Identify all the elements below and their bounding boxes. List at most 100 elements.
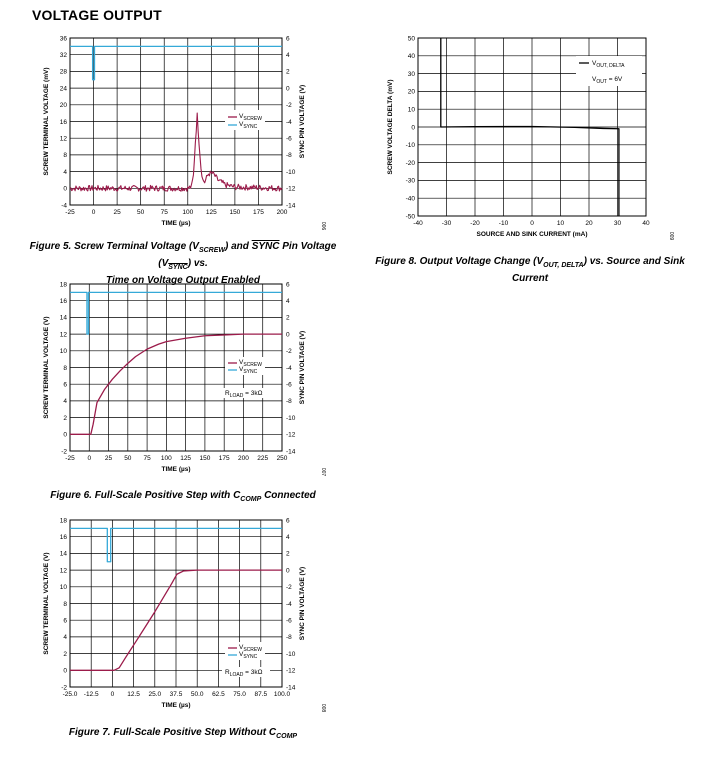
fig8-xtick-label: 10	[557, 220, 565, 227]
fig5-xtick-label: 25	[113, 209, 121, 216]
fig8-x-axis-title: SOURCE AND SINK CURRENT (mA)	[477, 231, 588, 238]
fig6-y2tick-label: 6	[286, 281, 290, 288]
fig5-y2tick-label: -10	[286, 169, 296, 176]
fig7-xtick-label: 87.5	[254, 691, 267, 698]
fig6-xtick-label: 125	[180, 455, 191, 462]
fig7-x-axis-title: TIME (µs)	[161, 702, 190, 709]
fig6-y2tick-label: -14	[286, 448, 296, 455]
fig8-ytick-label: 40	[408, 53, 416, 60]
fig5-legend-vscrew-label: VSCREW	[239, 113, 262, 122]
figure-7-chart: -25.0 -12.5 0 12.5 25.0 37.5 50.0 62.5 75.0 87.5 1…	[43, 517, 326, 713]
fig8-ytick-label: 30	[408, 71, 416, 78]
figure-5-caption: Figure 5. Screw Terminal Voltage (VSCREW…	[29, 241, 337, 286]
fig7-xtick-label: 100.0	[274, 691, 291, 698]
fig8-xtick-label: -10	[499, 220, 509, 227]
fig5-x-axis-title: TIME (µs)	[161, 220, 190, 227]
fig7-legend-vscrew-label: VSCREW	[239, 644, 262, 653]
fig5-xtick-label: 125	[206, 209, 217, 216]
fig5-y2tick-label: -14	[286, 202, 296, 209]
fig5-xtick-label: 150	[229, 209, 240, 216]
fig8-ytick-label: -10	[406, 142, 416, 149]
fig8-xtick-label: -40	[413, 220, 423, 227]
fig7-xtick-label: 62.5	[212, 691, 225, 698]
fig5-xtick-label: -25	[65, 209, 75, 216]
fig6-y2tick-label: -4	[286, 365, 292, 372]
fig6-y2tick-label: 4	[286, 298, 290, 305]
fig5-ytick-label: 16	[60, 119, 68, 126]
fig7-ytick-label: 2	[63, 651, 67, 658]
fig7-xtick-label: -12.5	[84, 691, 99, 698]
figure-7-caption: Figure 7. Full-Scale Positive Step Witho…	[68, 727, 298, 740]
fig6-ytick-label: 4	[63, 398, 67, 405]
fig5-ytick-label: 0	[63, 186, 67, 193]
fig8-xtick-label: 30	[614, 220, 622, 227]
fig8-plot-frame	[417, 37, 647, 217]
fig7-y2tick-label: -2	[286, 584, 292, 591]
fig6-xtick-label: 100	[161, 455, 172, 462]
fig6-xtick-label: 200	[238, 455, 249, 462]
fig5-ytick-label: 28	[60, 69, 68, 76]
fig5-ytick-label: 24	[60, 85, 68, 92]
fig5-ytick-label: 36	[60, 35, 68, 42]
figure-6-chart: -25 0 25 50 75 100 125 150 175 200 225 250-20246810…	[43, 281, 326, 476]
fig5-y2tick-label: -12	[286, 186, 296, 193]
fig8-figure-id: 009	[668, 232, 674, 241]
fig7-y-axis-title: SCREW TERMINAL VOLTAGE (V)	[43, 552, 50, 654]
fig7-xtick-label: -25.0	[63, 691, 78, 698]
fig6-xtick-label: 0	[87, 455, 91, 462]
fig5-plot-frame	[69, 37, 283, 206]
section-title: VOLTAGE OUTPUT	[32, 7, 162, 23]
fig7-y2tick-label: -4	[286, 601, 292, 608]
figure-5: -25 0 25 50 75 100 125 150 175 200 -4 0 4 8 12 16 20 24 28…	[28, 30, 338, 235]
figure-5-chart: -25 0 25 50 75 100 125 150 175 200-40481216202428…	[43, 35, 326, 230]
fig5-ytick-label: 32	[60, 52, 68, 59]
fig8-ytick-label: -30	[406, 178, 416, 185]
fig6-legend-vsync-label: VSYNC	[239, 366, 258, 375]
fig5-y2tick-label: 4	[286, 52, 290, 59]
fig7-y2tick-label: -14	[286, 684, 296, 691]
fig5-ytick-label: 8	[63, 152, 67, 159]
fig6-ytick-label: 16	[60, 298, 68, 305]
fig6-ytick-label: 14	[60, 315, 68, 322]
fig5-ytick-label: -4	[61, 202, 67, 209]
fig5-y-axis-title: SCREW TERMINAL VOLTAGE (mV)	[43, 68, 50, 176]
fig6-xtick-label: 175	[219, 455, 230, 462]
fig7-series-vsync	[70, 527, 282, 563]
fig7-ytick-label: 12	[60, 567, 68, 574]
figure-7: -25.0 -12.5 0 12.5 25.0 37.5 50.0 62.5 75.0 87.5 1…	[28, 514, 338, 719]
fig6-xtick-label: 225	[257, 455, 268, 462]
fig7-y2tick-label: -6	[286, 618, 292, 625]
fig5-y2-axis-title: SYNC PIN VOLTAGE (V)	[299, 85, 306, 158]
fig5-y2tick-label: -6	[286, 136, 292, 143]
fig8-xtick-label: -30	[442, 220, 452, 227]
fig8-ytick-label: -50	[406, 213, 416, 220]
fig6-ytick-label: 18	[60, 281, 68, 288]
fig5-y2tick-label: 2	[286, 69, 290, 76]
figure-6: -25 0 25 50 75 100 125 150 175 200 225 250 -2 0 2 4 6 8 10…	[28, 278, 338, 483]
fig8-xtick-label: 40	[642, 220, 650, 227]
fig7-legend-vsync-label: VSYNC	[239, 651, 258, 660]
fig8-vout-annotation: VOUT = 6V	[592, 76, 623, 85]
fig7-y2tick-label: 0	[286, 567, 290, 574]
fig6-xtick-label: -25	[65, 455, 75, 462]
fig6-y2-axis-title: SYNC PIN VOLTAGE (V)	[299, 331, 306, 404]
fig5-xtick-label: 0	[92, 209, 96, 216]
fig7-ytick-label: 16	[60, 534, 68, 541]
fig7-y2-axis-title: SYNC PIN VOLTAGE (V)	[299, 567, 306, 640]
fig7-ytick-label: 14	[60, 551, 68, 558]
fig6-y2tick-label: -2	[286, 348, 292, 355]
fig7-ytick-label: 6	[63, 618, 67, 625]
fig6-ytick-label: 6	[63, 382, 67, 389]
fig6-y2tick-label: 2	[286, 315, 290, 322]
fig7-figure-id: 008	[320, 704, 326, 713]
fig8-legend-bg	[576, 56, 642, 86]
fig6-ytick-label: 2	[63, 415, 67, 422]
fig5-xtick-label: 50	[137, 209, 145, 216]
fig8-ytick-label: 0	[411, 124, 415, 131]
figure-6-caption: Figure 6. Full-Scale Positive Step with …	[50, 490, 316, 503]
fig6-series-vsync	[70, 291, 282, 335]
fig5-y2tick-label: 0	[286, 85, 290, 92]
fig7-xtick-label: 50.0	[191, 691, 204, 698]
fig6-xtick-label: 75	[143, 455, 151, 462]
fig7-xtick-label: 25.0	[148, 691, 161, 698]
